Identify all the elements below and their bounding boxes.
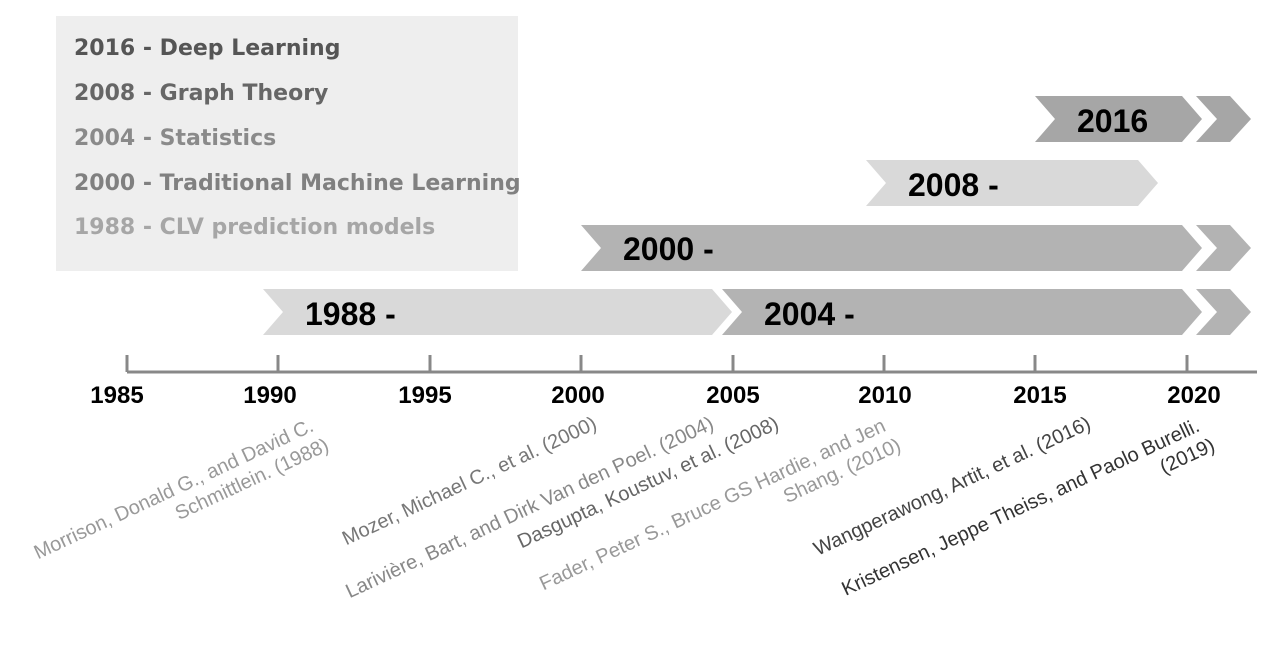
tick-label-2005: 2005 bbox=[706, 382, 759, 409]
arrow-2004-tail-chevron bbox=[1196, 289, 1251, 335]
arrow-2000-tail-chevron bbox=[1196, 225, 1251, 271]
arrow-1988-label: 1988 - bbox=[305, 296, 396, 332]
legend-item-traditional-ml: 2000 - Traditional Machine Learning bbox=[74, 171, 521, 196]
citation-morrison-1988: Morrison, Donald G., and David C. Schmit… bbox=[31, 413, 333, 586]
arrow-2016-label: 2016 bbox=[1077, 103, 1148, 139]
tick-label-2000: 2000 bbox=[551, 382, 604, 409]
arrow-2016-tail-chevron bbox=[1196, 96, 1251, 142]
tick-label-1985: 1985 bbox=[90, 382, 143, 409]
arrow-2004-label: 2004 - bbox=[764, 296, 855, 332]
arrow-2008 bbox=[866, 160, 1158, 206]
tick-label-2015: 2015 bbox=[1013, 382, 1066, 409]
legend-item-graph-theory: 2008 - Graph Theory bbox=[74, 81, 329, 106]
citation-morrison-line-1: Morrison, Donald G., and David C. bbox=[31, 415, 317, 564]
arrow-1988 bbox=[263, 289, 732, 335]
arrow-2016 bbox=[1035, 96, 1202, 142]
tick-label-1995: 1995 bbox=[398, 382, 451, 409]
legend-item-deep-learning: 2016 - Deep Learning bbox=[74, 36, 341, 61]
legend-item-statistics: 2004 - Statistics bbox=[74, 126, 277, 151]
tick-label-2020: 2020 bbox=[1167, 382, 1220, 409]
tick-label-1990: 1990 bbox=[243, 382, 296, 409]
legend-box: 2016 - Deep Learning 2008 - Graph Theory… bbox=[56, 16, 521, 271]
arrow-2008-label: 2008 - bbox=[908, 167, 999, 203]
arrow-2000-label: 2000 - bbox=[623, 231, 714, 267]
arrow-2004 bbox=[722, 289, 1202, 335]
timeline-axis bbox=[125, 355, 1257, 374]
tick-label-2010: 2010 bbox=[858, 382, 911, 409]
arrow-2000 bbox=[581, 225, 1202, 271]
legend-item-clv-models: 1988 - CLV prediction models bbox=[74, 215, 436, 240]
